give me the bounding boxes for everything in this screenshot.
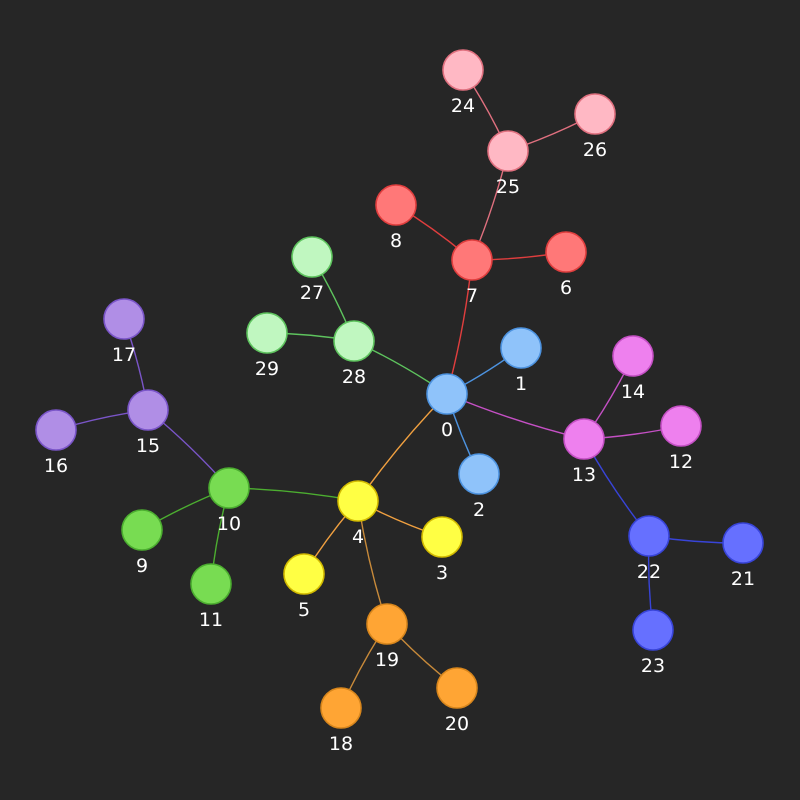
node-5[interactable]: 5: [283, 553, 325, 621]
node-25[interactable]: 25: [487, 130, 529, 198]
node-circle[interactable]: [442, 49, 484, 91]
node-circle[interactable]: [612, 335, 654, 377]
node-circle[interactable]: [283, 553, 325, 595]
node-circle[interactable]: [103, 298, 145, 340]
edge-0-4: [357, 393, 448, 502]
node-21[interactable]: 21: [722, 522, 764, 590]
node-label: 8: [390, 230, 402, 252]
node-26[interactable]: 26: [574, 93, 616, 161]
node-12[interactable]: 12: [660, 405, 702, 473]
node-circle[interactable]: [632, 609, 674, 651]
node-label: 9: [136, 555, 148, 577]
node-8[interactable]: 8: [375, 184, 417, 252]
node-28[interactable]: 28: [333, 320, 375, 388]
node-9[interactable]: 9: [121, 509, 163, 577]
node-circle[interactable]: [500, 327, 542, 369]
node-4[interactable]: 4: [337, 480, 379, 548]
node-22[interactable]: 22: [628, 515, 670, 583]
node-label: 27: [300, 282, 324, 304]
node-circle[interactable]: [487, 130, 529, 172]
node-label: 11: [199, 609, 223, 631]
node-label: 7: [466, 285, 478, 307]
node-0[interactable]: 0: [426, 373, 468, 441]
node-15[interactable]: 15: [127, 389, 169, 457]
node-circle[interactable]: [190, 563, 232, 605]
node-circle[interactable]: [545, 231, 587, 273]
node-circle[interactable]: [574, 93, 616, 135]
node-18[interactable]: 18: [320, 687, 362, 755]
node-circle[interactable]: [246, 312, 288, 354]
node-circle[interactable]: [563, 418, 605, 460]
node-label: 22: [637, 561, 661, 583]
node-label: 23: [641, 655, 665, 677]
node-circle[interactable]: [458, 453, 500, 495]
node-6[interactable]: 6: [545, 231, 587, 299]
node-29[interactable]: 29: [246, 312, 288, 380]
node-label: 17: [112, 344, 136, 366]
node-circle[interactable]: [366, 603, 408, 645]
node-1[interactable]: 1: [500, 327, 542, 395]
node-circle[interactable]: [375, 184, 417, 226]
node-label: 2: [473, 499, 485, 521]
node-label: 24: [451, 95, 475, 117]
node-label: 3: [436, 562, 448, 584]
node-circle[interactable]: [127, 389, 169, 431]
node-layer: 0123456789101112131415161718192021222324…: [35, 49, 764, 755]
node-label: 29: [255, 358, 279, 380]
node-label: 26: [583, 139, 607, 161]
node-20[interactable]: 20: [436, 667, 478, 735]
edge-0-13: [446, 393, 585, 440]
node-24[interactable]: 24: [442, 49, 484, 117]
node-label: 14: [621, 381, 645, 403]
node-circle[interactable]: [451, 239, 493, 281]
node-circle[interactable]: [436, 667, 478, 709]
node-label: 10: [217, 513, 241, 535]
node-circle[interactable]: [660, 405, 702, 447]
node-17[interactable]: 17: [103, 298, 145, 366]
node-label: 4: [352, 526, 364, 548]
node-circle[interactable]: [320, 687, 362, 729]
node-circle[interactable]: [291, 236, 333, 278]
node-2[interactable]: 2: [458, 453, 500, 521]
node-label: 28: [342, 366, 366, 388]
node-label: 1: [515, 373, 527, 395]
node-label: 15: [136, 435, 160, 457]
node-label: 20: [445, 713, 469, 735]
node-label: 21: [731, 568, 755, 590]
node-circle[interactable]: [426, 373, 468, 415]
node-circle[interactable]: [35, 409, 77, 451]
node-label: 6: [560, 277, 572, 299]
node-circle[interactable]: [337, 480, 379, 522]
node-circle[interactable]: [333, 320, 375, 362]
node-circle[interactable]: [208, 467, 250, 509]
node-label: 12: [669, 451, 693, 473]
node-circle[interactable]: [121, 509, 163, 551]
node-13[interactable]: 13: [563, 418, 605, 486]
node-label: 25: [496, 176, 520, 198]
node-circle[interactable]: [722, 522, 764, 564]
node-23[interactable]: 23: [632, 609, 674, 677]
node-3[interactable]: 3: [421, 516, 463, 584]
node-16[interactable]: 16: [35, 409, 77, 477]
node-circle[interactable]: [421, 516, 463, 558]
node-label: 5: [298, 599, 310, 621]
node-19[interactable]: 19: [366, 603, 408, 671]
node-7[interactable]: 7: [451, 239, 493, 307]
node-27[interactable]: 27: [291, 236, 333, 304]
node-label: 16: [44, 455, 68, 477]
node-11[interactable]: 11: [190, 563, 232, 631]
node-label: 0: [441, 419, 453, 441]
node-label: 18: [329, 733, 353, 755]
node-14[interactable]: 14: [612, 335, 654, 403]
node-circle[interactable]: [628, 515, 670, 557]
node-10[interactable]: 10: [208, 467, 250, 535]
node-label: 13: [572, 464, 596, 486]
node-label: 19: [375, 649, 399, 671]
